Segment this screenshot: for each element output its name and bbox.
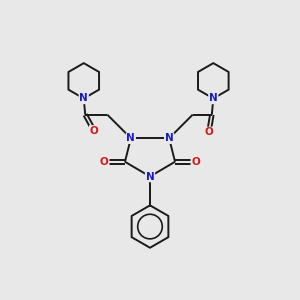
Text: O: O xyxy=(100,157,109,167)
Text: N: N xyxy=(80,94,88,103)
Text: N: N xyxy=(165,133,173,143)
Text: O: O xyxy=(205,127,213,137)
Text: O: O xyxy=(191,157,200,167)
Text: O: O xyxy=(90,126,98,136)
Text: N: N xyxy=(209,94,218,103)
Text: N: N xyxy=(127,133,135,143)
Text: N: N xyxy=(146,172,154,182)
